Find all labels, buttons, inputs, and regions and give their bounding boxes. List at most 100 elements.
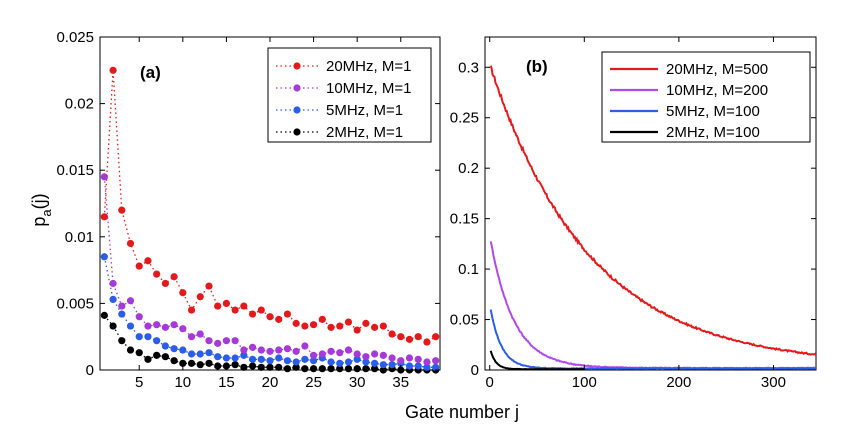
data-point: [100, 213, 108, 221]
y-tick-label: 0.02: [65, 96, 94, 113]
series-line: [489, 241, 816, 370]
y-axis-label-main: p: [29, 217, 49, 227]
data-point: [257, 346, 265, 354]
legend-label: 2MHz, M=1: [326, 124, 403, 141]
data-point: [118, 302, 126, 310]
data-point: [432, 363, 440, 371]
data-point: [109, 295, 117, 304]
data-point: [179, 289, 187, 297]
data-point: [144, 257, 152, 265]
data-point: [379, 351, 387, 359]
data-point: [231, 337, 239, 345]
data-point: [100, 311, 108, 319]
data-point: [327, 358, 335, 366]
y-tick-label: 0: [86, 362, 94, 379]
data-point: [362, 353, 370, 361]
data-point: [205, 282, 213, 290]
data-point: [309, 357, 318, 365]
data-point: [344, 365, 353, 373]
data-point: [196, 330, 204, 338]
data-point: [292, 319, 300, 327]
data-point: [327, 323, 335, 331]
data-point: [170, 273, 178, 281]
legend-label: 20MHz, M=1: [326, 58, 411, 75]
legend-marker: [293, 128, 301, 136]
data-point: [362, 358, 370, 366]
y-tick-label: 0.15: [450, 211, 479, 228]
data-point: [257, 306, 265, 314]
legend-marker: [293, 106, 301, 114]
panel-b-label: (b): [526, 57, 548, 76]
data-point: [214, 302, 222, 310]
data-point: [153, 351, 161, 359]
data-point: [336, 322, 344, 330]
data-point: [371, 350, 379, 358]
data-point: [275, 363, 283, 371]
data-point: [248, 310, 257, 318]
legend-entry: 10MHz, M=200: [610, 82, 768, 99]
data-point: [388, 361, 396, 369]
legend-marker: [293, 84, 301, 92]
data-point: [205, 349, 213, 357]
data-point: [371, 323, 379, 331]
series-line: [489, 309, 816, 370]
series-2mhz-m-1: [100, 311, 440, 374]
data-point: [301, 355, 309, 363]
y-axis-label-sub: a: [39, 209, 54, 217]
data-point: [231, 354, 239, 362]
data-point: [283, 310, 292, 318]
data-point: [161, 323, 169, 331]
panel-a-label: (a): [140, 63, 161, 82]
data-point: [405, 354, 414, 362]
data-point: [336, 365, 344, 373]
legend-entry: 2MHz, M=1: [276, 124, 403, 141]
data-point: [388, 330, 396, 338]
y-tick-label: 0: [471, 362, 479, 379]
data-point: [423, 338, 431, 346]
legend-label: 2MHz, M=100: [666, 124, 760, 141]
data-point: [153, 270, 161, 278]
panel-a-ticks-group: 5 10 15 20 25 30 35 0 0.005 0.01 0.015 0.02 0.025: [56, 29, 440, 391]
legend-entry: 5MHz, M=1: [276, 102, 403, 119]
data-point: [432, 357, 440, 365]
data-point: [222, 299, 231, 307]
panel-a-legend: 20MHz, M=1 10MHz, M=1 5MHz, M=1 2MHz, M=1: [267, 47, 432, 143]
data-point: [126, 346, 135, 354]
panel-b-series-group: [489, 65, 816, 370]
data-point: [257, 355, 265, 363]
svg-text:pa(j): pa(j): [29, 193, 54, 226]
data-point: [161, 353, 169, 361]
series-2mhz-m-100: [489, 350, 585, 370]
data-point: [153, 337, 161, 345]
x-tick-label: 20: [262, 374, 279, 391]
data-point: [187, 359, 196, 367]
data-point: [240, 351, 248, 359]
data-point: [362, 319, 370, 327]
data-point: [397, 357, 405, 365]
data-point: [126, 322, 135, 330]
data-point: [379, 361, 387, 369]
data-point: [144, 355, 152, 363]
data-point: [371, 365, 379, 373]
data-point: [379, 322, 387, 330]
series-5mhz-m-100: [489, 309, 816, 370]
data-point: [196, 361, 204, 369]
data-point: [336, 349, 344, 357]
series-20mhz-m-500: [489, 65, 816, 356]
data-point: [179, 359, 187, 367]
series-line: [489, 350, 585, 370]
data-point: [231, 361, 239, 369]
data-point: [301, 342, 309, 350]
data-point: [379, 366, 387, 374]
data-point: [135, 333, 143, 341]
legend-entry: 20MHz, M=500: [610, 61, 768, 78]
data-point: [100, 253, 108, 261]
data-point: [353, 355, 361, 363]
data-point: [301, 322, 309, 330]
x-tick-label: 200: [666, 374, 691, 391]
data-point: [405, 335, 414, 343]
data-point: [275, 315, 283, 323]
legend-entry: 2MHz, M=100: [610, 124, 760, 141]
data-point: [318, 350, 326, 358]
data-point: [135, 262, 143, 270]
